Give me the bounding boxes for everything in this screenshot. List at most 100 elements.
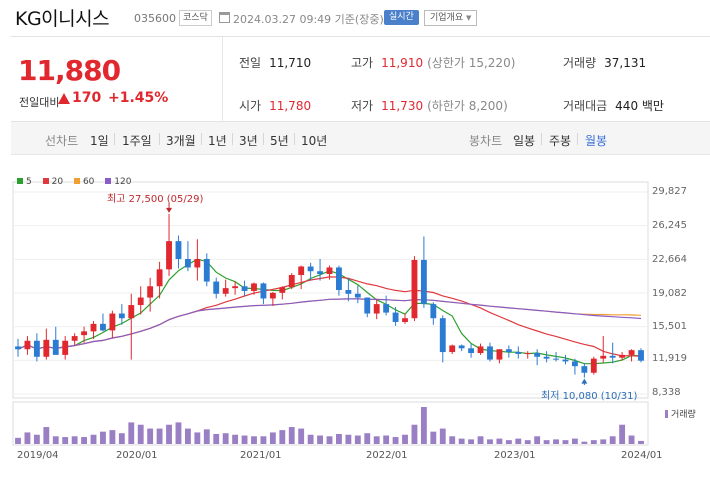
x-tick-label: 2022/01 — [366, 450, 408, 461]
candle-body — [392, 312, 399, 322]
period-1y[interactable]: 1년 — [208, 134, 227, 148]
realtime-button[interactable]: 실시간 — [384, 10, 419, 25]
candle-body — [128, 305, 135, 319]
candlestick-chart[interactable] — [0, 168, 710, 463]
volume-bar — [279, 430, 286, 444]
legend-swatch — [665, 410, 668, 418]
candle-monthly[interactable]: 월봉 — [585, 134, 608, 148]
period-5y[interactable]: 5년 — [270, 134, 289, 148]
period-1d[interactable]: 1일 — [90, 134, 109, 148]
high-annotation: 최고 27,500 (05/29) — [107, 194, 204, 205]
candle-body — [420, 259, 427, 305]
candle-body — [515, 352, 522, 354]
candle-body — [477, 346, 484, 353]
volume-bar — [562, 440, 569, 444]
stock-name[interactable]: KG이니시스 — [15, 8, 110, 30]
candle-body — [33, 340, 40, 357]
candle-body — [251, 283, 257, 291]
period-1w[interactable]: 1주일 — [122, 134, 152, 148]
legend-swatch — [42, 178, 49, 184]
candle-body — [373, 304, 380, 314]
candle-body — [402, 318, 408, 322]
up-triangle-icon — [58, 93, 70, 104]
period-3y[interactable]: 3년 — [239, 134, 258, 148]
candle-body — [260, 283, 267, 299]
volume-bar — [534, 436, 541, 444]
volume-bar — [81, 437, 88, 444]
legend-label: 5 — [26, 177, 32, 187]
high-arrow-head — [166, 207, 173, 213]
volume-bar — [118, 433, 125, 444]
volume-bar — [317, 435, 323, 444]
candle-body — [62, 340, 69, 355]
volume-bar — [326, 436, 333, 444]
candle-body — [345, 290, 352, 294]
x-tick-label: 2019/04 — [17, 450, 59, 461]
company-info-dropdown[interactable]: 기업개요 ▼ — [424, 10, 478, 26]
metric-prev-close: 전일 11,710 — [239, 54, 311, 71]
candle-body — [222, 288, 229, 294]
candle-body — [430, 304, 437, 319]
volume-bar — [71, 436, 78, 444]
legend-item-ma5: 5 — [17, 177, 32, 187]
volume-bar — [345, 434, 352, 444]
current-price-block: 11,880 전일대비 170 +1.45% — [11, 37, 223, 121]
volume-bar — [147, 428, 154, 444]
stock-header: KG이니시스 035600 코스닥 2024.03.27 09:49 기준(장중… — [0, 0, 710, 36]
metric-trade-value: 거래대금 440 백만 — [563, 97, 664, 114]
volume-bar — [269, 432, 276, 444]
volume-bar — [628, 435, 635, 444]
period-10y[interactable]: 10년 — [301, 134, 328, 148]
volume-bar — [241, 435, 248, 444]
volume-bar — [619, 424, 626, 444]
volume-bar — [100, 431, 106, 444]
metric-label: 시가 — [239, 99, 262, 113]
divider — [263, 133, 264, 145]
volume-legend: 거래량 — [665, 407, 696, 420]
volume-bar — [505, 440, 512, 444]
candle-daily[interactable]: 일봉 — [513, 134, 536, 148]
y-tick-label: 11,919 — [652, 353, 687, 364]
candle-body — [571, 361, 578, 367]
period-3m[interactable]: 3개월 — [166, 134, 196, 148]
candle-body — [534, 352, 541, 357]
current-price: 11,880 — [18, 54, 121, 87]
candle-body — [449, 345, 456, 353]
candle-body — [364, 297, 371, 314]
volume-bar — [468, 439, 475, 444]
legend-item-ma120: 120 — [105, 177, 131, 187]
candle-body — [553, 358, 559, 360]
candle-body — [175, 241, 182, 259]
x-tick-label: 2021/01 — [240, 450, 282, 461]
volume-bar — [581, 441, 588, 444]
change-percent: +1.45% — [108, 90, 169, 106]
volume-bar — [166, 424, 172, 444]
volume-bar — [477, 436, 484, 444]
divider — [114, 133, 115, 145]
low-arrow-head — [581, 378, 588, 384]
volume-bar — [609, 436, 616, 444]
candle-body — [213, 281, 220, 294]
candle-weekly[interactable]: 주봉 — [549, 134, 572, 148]
candle-body — [279, 287, 286, 293]
legend-swatch — [73, 178, 80, 184]
volume-bar — [90, 434, 97, 444]
volume-pane-frame — [12, 401, 649, 446]
candle-body — [336, 267, 342, 291]
legend-label: 60 — [82, 177, 95, 187]
candle-chart-label: 봉차트 — [469, 134, 503, 148]
volume-bar — [524, 440, 531, 444]
candle-body — [543, 356, 550, 359]
ma-line-120 — [17, 298, 642, 350]
candle-body — [298, 266, 305, 275]
metric-high: 고가 11,910 (상한가 15,220) — [351, 54, 515, 71]
volume-bar — [43, 427, 50, 444]
metric-value: 11,910 — [381, 56, 424, 70]
volume-bar — [515, 438, 522, 444]
x-tick-label: 2020/01 — [116, 450, 158, 461]
candle-body — [487, 346, 493, 360]
volume-bar — [298, 428, 305, 444]
candle-body — [81, 331, 88, 336]
metric-label: 저가 — [351, 99, 374, 113]
